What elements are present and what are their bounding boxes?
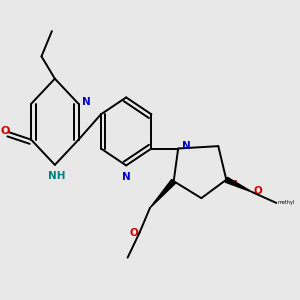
Text: NH: NH [48, 171, 65, 182]
Polygon shape [150, 179, 176, 208]
Text: N: N [82, 98, 91, 107]
Text: N: N [182, 141, 190, 151]
Text: O: O [129, 229, 138, 238]
Text: O: O [1, 126, 10, 136]
Text: methyl: methyl [278, 200, 295, 206]
Text: N: N [122, 172, 130, 182]
Text: O: O [254, 186, 263, 196]
Polygon shape [225, 177, 253, 192]
